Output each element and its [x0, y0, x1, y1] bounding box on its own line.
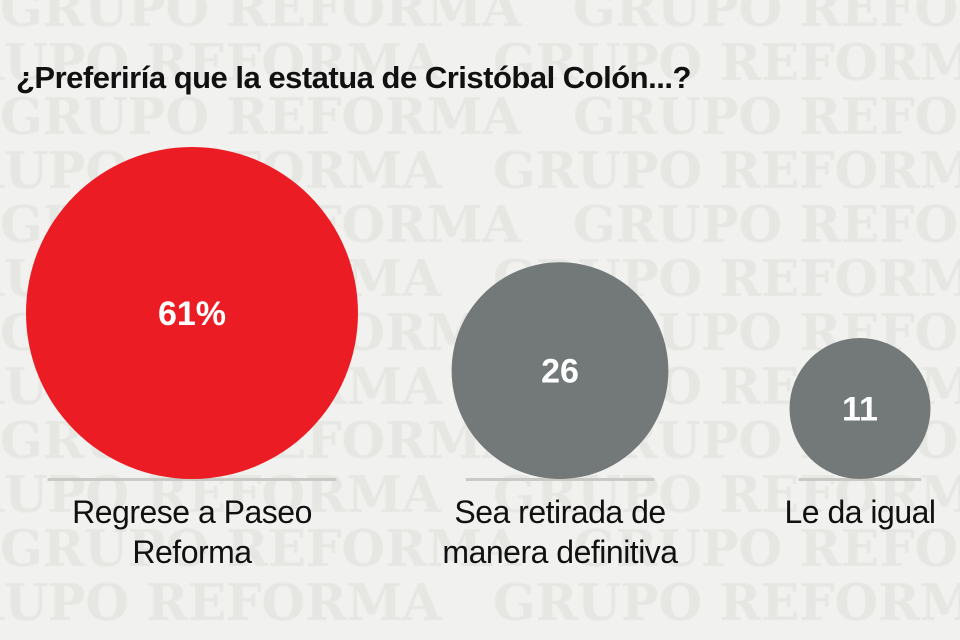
bubble-value-label: 26: [541, 353, 579, 391]
bubble-shadow: [47, 478, 337, 481]
bubble-shadow: [465, 478, 655, 481]
bubble-2: [789, 338, 931, 479]
bubble-value-label: 11: [842, 391, 878, 429]
category-label-line: manera definitiva: [442, 534, 678, 570]
category-label-line: Sea retirada de: [454, 494, 666, 530]
category-label: Sea retirada de manera definitiva: [442, 492, 678, 572]
category-label-line: Regrese a Paseo: [72, 494, 312, 530]
category-label: Regrese a Paseo Reforma: [72, 492, 312, 572]
category-label: Le da igual: [784, 492, 936, 532]
bubble-0: [26, 147, 358, 479]
category-label-line: Reforma: [132, 534, 252, 570]
category-label-line: Le da igual: [784, 494, 936, 530]
bubble-1: [451, 262, 669, 479]
bubble-shadow: [798, 478, 922, 481]
chart-title: ¿Preferiría que la estatua de Cristóbal …: [16, 60, 691, 95]
bubble-value-label: 61%: [158, 295, 226, 333]
